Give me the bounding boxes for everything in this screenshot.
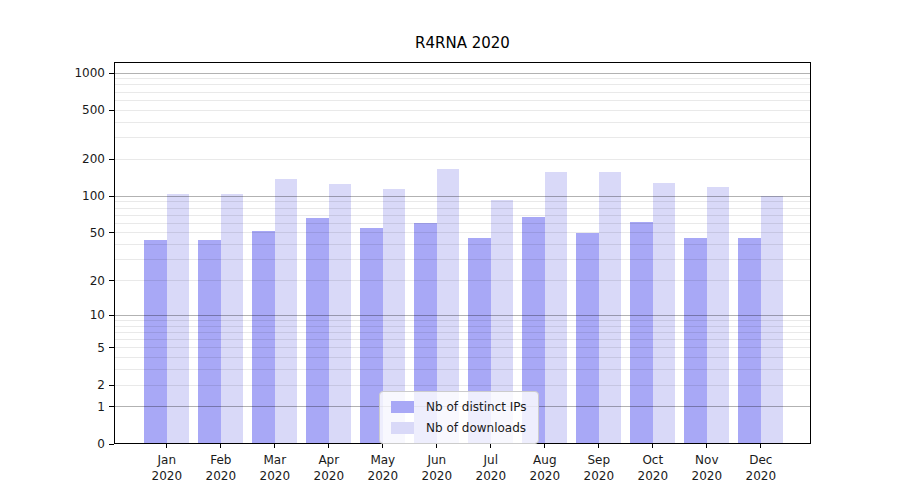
gridline-minor [114,223,811,224]
x-axis-tick-mark [328,444,329,448]
legend-label-downloads: Nb of downloads [426,421,526,435]
gridline-minor [114,347,811,348]
y-axis-tick-label: 1 [45,399,105,415]
gridline-minor [114,326,811,327]
gridline-minor [114,78,811,79]
gridline-minor [114,208,811,209]
legend-swatch-downloads [391,422,414,434]
y-axis-tick-label: 2 [45,377,105,393]
bar-downloads [275,179,297,444]
gridline-minor [114,92,811,93]
y-axis-tick-mark [109,444,114,445]
plot-area [114,62,811,444]
gridline-minor [114,357,811,358]
y-axis-tick-label: 10 [45,307,105,323]
bar-distinct-ips [252,231,274,444]
bar-downloads [545,172,567,444]
bar-distinct-ips [144,240,166,444]
x-axis-tick-mark [490,444,491,448]
gridline-minor [114,244,811,245]
figure: R4RNA 2020 01251020501002005001000 Jan20… [0,0,900,500]
legend-swatch-distinct-ips [391,401,414,413]
gridline-minor [114,159,811,160]
gridline-minor [114,369,811,370]
x-axis-tick-mark [166,444,167,448]
x-axis-tick-mark [760,444,761,448]
gridline-minor [114,320,811,321]
y-axis-tick-label: 100 [45,188,105,204]
bar-distinct-ips [738,238,760,444]
bar-downloads [599,172,621,444]
gridline-minor [114,122,811,123]
y-axis-tick-label: 200 [45,151,105,167]
legend-label-distinct-ips: Nb of distinct IPs [426,400,527,414]
x-axis-tick-mark [220,444,221,448]
x-axis-tick-mark [706,444,707,448]
x-axis-tick-mark [436,444,437,448]
gridline-minor [114,110,811,111]
legend-item-distinct-ips: Nb of distinct IPs [391,400,527,414]
bar-distinct-ips [630,222,652,444]
gridline-major [114,315,811,316]
legend-item-downloads: Nb of downloads [391,421,527,435]
y-axis-tick-label: 500 [45,102,105,118]
legend: Nb of distinct IPs Nb of downloads [379,391,539,444]
gridline-minor [114,385,811,386]
gridline-minor [114,201,811,202]
y-axis-tick-label: 1000 [45,65,105,81]
x-axis-tick-mark [544,444,545,448]
gridline-minor [114,137,811,138]
gridline-minor [114,339,811,340]
y-axis-tick-label: 0 [45,436,105,452]
y-axis-tick-label: 5 [45,340,105,356]
x-axis-tick-mark [598,444,599,448]
gridline-minor [114,232,811,233]
x-axis-tick-mark [652,444,653,448]
x-axis-tick-mark [274,444,275,448]
gridline-minor [114,280,811,281]
y-axis-tick-label: 50 [45,225,105,241]
gridline-major [114,73,811,74]
gridline-minor [114,332,811,333]
gridline-major [114,196,811,197]
gridline-minor [114,259,811,260]
chart-title: R4RNA 2020 [114,34,811,52]
gridline-minor [114,84,811,85]
x-axis-tick-label: Dec2020 [729,452,793,484]
y-axis-tick-label: 20 [45,273,105,289]
bar-distinct-ips [198,240,220,444]
gridline-minor [114,215,811,216]
bar-distinct-ips [684,238,706,444]
gridline-minor [114,100,811,101]
x-axis-tick-mark [382,444,383,448]
